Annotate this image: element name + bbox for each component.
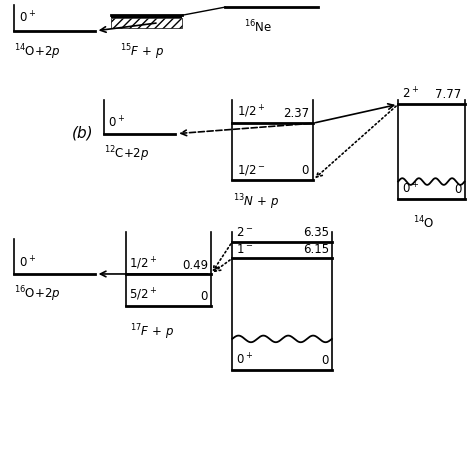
Text: 1$^-$: 1$^-$ [236, 243, 253, 256]
Text: $^{16}$O+2$p$: $^{16}$O+2$p$ [14, 284, 61, 304]
Text: $^{12}$C+2$p$: $^{12}$C+2$p$ [104, 145, 150, 164]
Text: $^{17}$F + $p$: $^{17}$F + $p$ [130, 322, 173, 342]
Text: 5/2$^+$: 5/2$^+$ [129, 287, 158, 303]
Text: 0$^+$: 0$^+$ [402, 181, 419, 196]
Text: 1/2$^-$: 1/2$^-$ [237, 163, 265, 177]
Text: $^{16}$Ne: $^{16}$Ne [244, 19, 273, 36]
Bar [111, 15, 182, 18]
Text: (b): (b) [72, 125, 94, 140]
Text: $^{14}$O: $^{14}$O [413, 214, 435, 231]
Text: 0$^+$: 0$^+$ [19, 11, 36, 26]
Text: 2$^+$: 2$^+$ [402, 86, 419, 101]
Text: 0: 0 [301, 164, 309, 177]
Text: 0.49: 0.49 [182, 259, 208, 272]
Text: 0$^+$: 0$^+$ [236, 352, 253, 367]
Text: 1/2$^+$: 1/2$^+$ [237, 104, 265, 120]
Text: 1/2$^+$: 1/2$^+$ [129, 255, 158, 272]
Text: $^{13}$N + $p$: $^{13}$N + $p$ [233, 192, 279, 211]
Text: 0: 0 [321, 355, 329, 367]
Text: 0$^+$: 0$^+$ [19, 255, 36, 270]
Text: $^{14}$O+2$p$: $^{14}$O+2$p$ [14, 43, 61, 62]
Text: 2.37: 2.37 [283, 108, 309, 120]
Text: 0$^+$: 0$^+$ [108, 115, 125, 130]
Bar [111, 18, 182, 28]
Text: $^{15}$F + $p$: $^{15}$F + $p$ [120, 43, 164, 62]
Text: 2$^-$: 2$^-$ [236, 227, 253, 239]
Text: 6.35: 6.35 [303, 227, 329, 239]
Text: 6.15: 6.15 [303, 243, 329, 256]
Text: 0: 0 [201, 291, 208, 303]
Text: 0: 0 [454, 183, 462, 196]
Text: 7.77: 7.77 [436, 89, 462, 101]
